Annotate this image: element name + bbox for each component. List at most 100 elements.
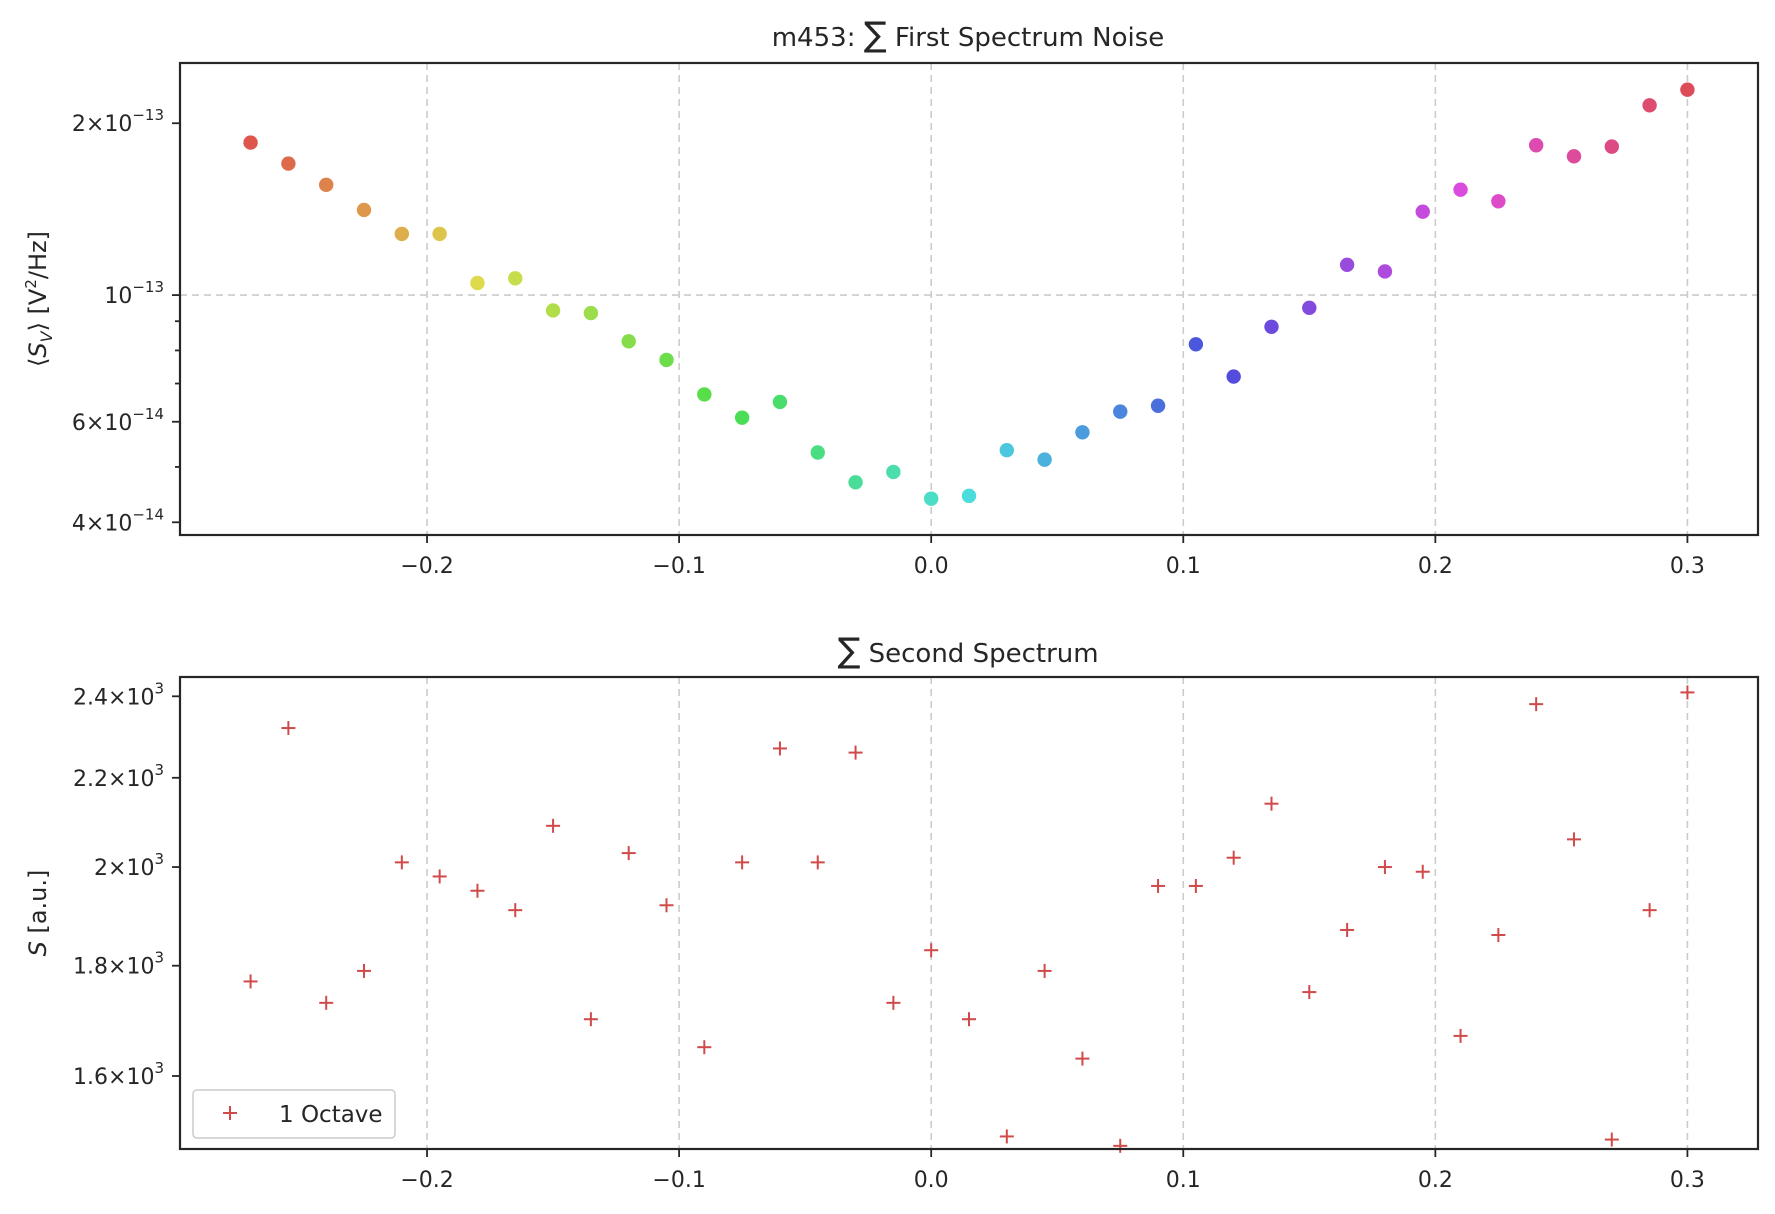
- x-tick-label: 0.1: [1166, 554, 1201, 579]
- data-point-plus: [886, 995, 901, 1010]
- data-point: [1642, 98, 1657, 113]
- legend-marker-plus: [223, 1106, 237, 1120]
- x-tick-label: −0.1: [652, 1168, 705, 1193]
- data-point-plus: [621, 846, 636, 861]
- data-point-plus: [432, 869, 447, 884]
- data-point-plus: [999, 1129, 1014, 1144]
- y-tick-label: 1.6×103: [73, 1059, 164, 1090]
- data-point-plus: [1188, 878, 1203, 893]
- data-point-plus: [1453, 1028, 1468, 1043]
- legend-label: 1 Octave: [279, 1102, 383, 1128]
- first-spectrum-x-ticks: −0.2 −0.1 0.0 0.1 0.2 0.3: [400, 535, 1705, 579]
- data-point-plus: [659, 898, 674, 913]
- y-tick-label: 4×10−14: [72, 505, 164, 536]
- second-spectrum-y-ticks: 2.4×103 2.2×103 2×103 1.8×103 1.6×103: [73, 679, 180, 1090]
- data-point: [508, 271, 523, 286]
- x-tick-label: 0.2: [1418, 554, 1453, 579]
- data-point: [1491, 194, 1506, 209]
- data-point: [545, 303, 561, 318]
- x-tick-label: −0.1: [652, 554, 705, 579]
- first-spectrum-title: m453: ∑ First Spectrum Noise: [772, 15, 1165, 55]
- data-point-plus: [243, 974, 258, 989]
- data-point-plus: [962, 1012, 976, 1027]
- y-tick-label: 1.8×103: [73, 949, 164, 980]
- first-spectrum-panel: m453: ∑ First Spectrum Noise −0.2 −0.1 0.0…: [22, 15, 1760, 579]
- x-tick-label: −0.2: [400, 554, 453, 579]
- data-point-plus: [1113, 1138, 1128, 1153]
- data-point-plus: [1340, 922, 1355, 937]
- data-point-plus: [1566, 832, 1581, 847]
- data-point-plus: [470, 883, 485, 898]
- data-point: [961, 488, 977, 504]
- second-spectrum-x-ticks: −0.2 −0.1 0.0 0.1 0.2 0.3: [400, 1149, 1705, 1193]
- second-spectrum-y-axis-label: S [a.u.]: [24, 870, 52, 957]
- second-spectrum-grid: [426, 677, 1689, 1149]
- data-point-plus: [1151, 878, 1166, 893]
- data-point-plus: [546, 818, 561, 833]
- y-tick-label: 2.4×103: [73, 679, 164, 710]
- x-tick-label: 0.2: [1418, 1168, 1453, 1193]
- data-point-plus: [1491, 927, 1506, 942]
- data-point-plus: [1642, 903, 1657, 918]
- data-point: [1037, 452, 1052, 467]
- data-point: [1150, 398, 1166, 413]
- x-tick-label: 0.3: [1670, 1168, 1705, 1193]
- data-point-plus: [1226, 850, 1241, 865]
- data-point: [1264, 319, 1279, 334]
- y-tick-label: 6×10−14: [72, 405, 164, 436]
- data-point: [243, 135, 258, 150]
- data-point: [1528, 138, 1544, 153]
- data-point: [1453, 182, 1468, 197]
- legend-box: [192, 1089, 396, 1139]
- data-point-plus: [1264, 796, 1279, 811]
- data-point-plus: [1415, 864, 1430, 879]
- data-point: [772, 394, 788, 410]
- data-point-plus: [508, 903, 523, 918]
- data-point-plus: [1529, 697, 1544, 712]
- first-spectrum-grid: [180, 63, 1758, 535]
- data-point-plus: [357, 963, 372, 978]
- data-point-plus: [924, 943, 939, 958]
- data-point: [356, 202, 372, 218]
- second-spectrum-title: ∑ Second Spectrum: [837, 631, 1098, 671]
- data-point: [1604, 139, 1619, 154]
- data-point: [583, 305, 599, 321]
- y-tick-label: 2.2×103: [73, 761, 164, 792]
- y-tick-label: 10−13: [104, 278, 164, 309]
- second-spectrum-axes-frame: [178, 675, 1760, 1151]
- data-point: [734, 410, 750, 425]
- data-point-plus: [848, 745, 863, 760]
- data-point-plus: [697, 1040, 712, 1055]
- data-point: [1339, 257, 1355, 272]
- data-point: [1226, 369, 1241, 384]
- data-point-plus: [1604, 1132, 1619, 1147]
- data-point: [1188, 337, 1204, 352]
- y-tick-label: 2×10−13: [72, 106, 164, 137]
- data-point-plus: [394, 855, 409, 870]
- data-point: [848, 475, 863, 490]
- first-spectrum-y-ticks: 2×10−13 10−13 6×10−14 4×10−14: [72, 106, 180, 536]
- data-point: [470, 275, 485, 291]
- data-point-plus: [735, 855, 750, 870]
- data-point: [1566, 149, 1582, 164]
- data-point: [1680, 82, 1695, 97]
- data-point: [1113, 404, 1128, 419]
- data-point-plus: [1075, 1051, 1090, 1066]
- data-point-plus: [772, 741, 787, 756]
- data-point-plus: [583, 1012, 598, 1027]
- data-point-plus: [1037, 963, 1052, 978]
- first-spectrum-y-axis-label: ⟨SV⟩ [V2/Hz]: [22, 231, 56, 367]
- data-point: [319, 177, 334, 193]
- data-point: [281, 156, 296, 171]
- data-point: [621, 334, 636, 349]
- y-tick-label: 2×103: [94, 850, 164, 881]
- data-point-plus: [1377, 860, 1392, 875]
- data-point-plus: [1302, 985, 1317, 1000]
- second-spectrum-points: [243, 685, 1695, 1153]
- data-point-plus: [1680, 685, 1695, 700]
- data-point: [999, 442, 1015, 458]
- data-point: [394, 226, 410, 242]
- data-point: [810, 445, 825, 460]
- x-tick-label: −0.2: [400, 1168, 453, 1193]
